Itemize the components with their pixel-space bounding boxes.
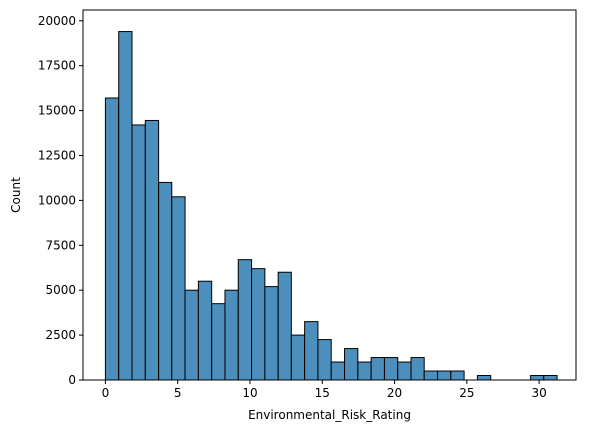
y-tick-label: 5000	[45, 283, 76, 297]
histogram-bar	[171, 196, 186, 381]
histogram-bar	[211, 303, 226, 381]
histogram-bar	[476, 375, 492, 381]
histogram-bar	[304, 321, 319, 381]
histogram-bar	[131, 124, 146, 381]
histogram-bar	[251, 268, 266, 381]
histogram-bar	[237, 259, 253, 381]
histogram-bar	[264, 286, 279, 381]
x-tick-label: 30	[531, 386, 546, 400]
x-tick-label: 5	[174, 386, 182, 400]
x-tick-label: 25	[459, 386, 474, 400]
histogram-bar	[197, 280, 213, 381]
x-tick-label: 20	[387, 386, 402, 400]
y-tick-label: 12500	[38, 148, 76, 162]
bars-group	[104, 31, 558, 381]
histogram-bar	[397, 361, 412, 381]
histogram-bar	[317, 339, 332, 381]
histogram-bar	[450, 370, 465, 381]
x-tick-label: 15	[315, 386, 330, 400]
histogram-bar	[530, 375, 545, 381]
histogram-bar	[370, 357, 385, 381]
y-tick-label: 20000	[38, 14, 76, 28]
histogram-bar	[184, 289, 199, 381]
y-tick-label: 7500	[45, 238, 76, 252]
y-tick-label: 10000	[38, 193, 76, 207]
histogram-bar	[104, 97, 120, 381]
histogram-bar	[436, 370, 452, 381]
histogram-bar	[290, 334, 306, 381]
y-axis-label: Count	[9, 177, 23, 213]
histogram-bar	[383, 357, 399, 381]
histogram-bar	[144, 119, 160, 381]
histogram-bar	[330, 361, 346, 381]
plot-frame	[82, 9, 577, 381]
histogram-bar	[357, 361, 372, 381]
x-tick-label: 10	[242, 386, 257, 400]
y-tick-label: 0	[68, 373, 76, 387]
histogram-bar	[224, 289, 239, 381]
histogram-bar	[344, 348, 359, 381]
x-tick-label: 0	[102, 386, 110, 400]
y-tick-label: 15000	[38, 104, 76, 118]
histogram-bar	[543, 375, 558, 381]
histogram-bar	[118, 31, 133, 381]
y-tick-label: 17500	[38, 59, 76, 73]
y-tick-label: 2500	[45, 328, 76, 342]
histogram-bar	[410, 357, 425, 381]
histogram-bar	[277, 271, 292, 381]
y-axis-ticks: 0 2500 5000 7500 10000 12500 15000 17500 20000	[38, 14, 83, 387]
x-axis-ticks: 0 5 10 15 20 25 30	[102, 380, 547, 400]
histogram-bar	[158, 181, 173, 381]
x-axis-label: Environmental_Risk_Rating	[248, 408, 411, 422]
histogram-bar	[423, 370, 438, 381]
